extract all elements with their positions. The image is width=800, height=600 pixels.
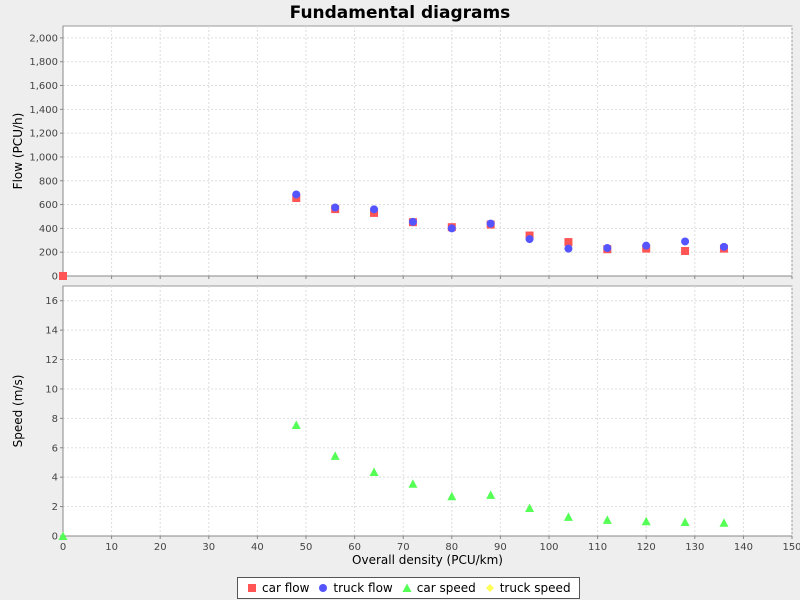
truck-flow-point <box>370 205 379 214</box>
truck-flow-point <box>719 242 728 251</box>
y-tick-label: 1,200 <box>29 129 58 140</box>
legend-label: car flow <box>262 581 310 595</box>
x-tick-label: 40 <box>251 542 264 553</box>
truck-flow-point <box>447 224 456 233</box>
y-tick-label: 10 <box>45 384 58 395</box>
legend-marker-diamond <box>485 584 494 592</box>
x-tick-label: 10 <box>105 542 118 553</box>
y-tick-label: 0 <box>52 272 58 283</box>
legend-marker-triangle <box>402 583 412 592</box>
truck-flow-point <box>486 219 495 228</box>
y-tick-label: 1,600 <box>29 81 58 92</box>
x-axis-label: Overall density (PCU/km) <box>352 553 503 567</box>
y-tick-label: 6 <box>52 443 58 454</box>
x-tick-label: 110 <box>588 542 607 553</box>
y-tick-label: 600 <box>39 200 58 211</box>
y-tick-label: 0 <box>52 532 58 543</box>
legend-item-truck-speed: truck speed <box>484 581 571 595</box>
car-speed-point <box>291 420 301 429</box>
x-tick-label: 30 <box>202 542 215 553</box>
y-tick-label: 800 <box>39 176 58 187</box>
x-tick-label: 100 <box>539 542 558 553</box>
y-axis-label: Speed (m/s) <box>11 375 25 448</box>
car-speed-point <box>641 516 651 526</box>
car-speed-point <box>447 491 457 501</box>
car-speed-point <box>563 512 573 521</box>
y-tick-label: 16 <box>45 296 58 307</box>
x-tick-label: 0 <box>60 542 66 553</box>
x-tick-label: 60 <box>348 542 361 553</box>
truck-flow-point <box>681 237 690 246</box>
car-speed-point <box>408 479 418 488</box>
y-tick-label: 400 <box>39 224 58 235</box>
car-flow-point <box>59 272 67 280</box>
truck-flow-point <box>603 244 612 253</box>
x-tick-label: 140 <box>734 542 753 553</box>
truck-flow-point <box>564 244 573 253</box>
x-tick-label: 80 <box>445 542 458 553</box>
truck-flow-point <box>408 217 417 226</box>
truck-flow-point <box>525 235 534 244</box>
legend-marker-square <box>248 584 256 592</box>
y-tick-label: 14 <box>45 326 58 337</box>
car-flow-point <box>564 238 573 247</box>
car-speed-point <box>369 467 379 477</box>
y-tick-label: 12 <box>45 355 58 366</box>
truck-flow-point <box>331 203 340 212</box>
car-speed-point <box>602 515 612 524</box>
car-speed-point <box>330 451 340 460</box>
legend-marker-circle <box>319 584 328 592</box>
y-tick-label: 2,000 <box>29 33 58 44</box>
car-speed-point <box>525 503 535 513</box>
y-tick-label: 2 <box>52 502 58 513</box>
y-tick-label: 1,000 <box>29 152 58 163</box>
x-tick-label: 120 <box>637 542 656 553</box>
car-speed-point <box>680 517 690 527</box>
legend-item-truck-flow: truck flow <box>317 581 393 595</box>
car-speed-point <box>486 490 496 499</box>
x-tick-label: 20 <box>154 542 167 553</box>
x-tick-label: 70 <box>397 542 410 553</box>
y-tick-label: 200 <box>39 248 58 259</box>
x-tick-label: 150 <box>782 542 800 553</box>
truck-flow-point <box>642 241 651 250</box>
y-tick-label: 8 <box>52 414 58 425</box>
legend: car flow truck flow car speed truck speed <box>237 577 580 599</box>
legend-item-car-flow: car flow <box>246 581 309 595</box>
x-tick-label: 90 <box>494 542 507 553</box>
y-tick-label: 1,400 <box>29 105 58 116</box>
y-tick-label: 1,800 <box>29 57 58 68</box>
y-tick-label: 4 <box>52 473 58 484</box>
legend-label: car speed <box>416 581 476 595</box>
legend-item-car-speed: car speed <box>401 581 476 595</box>
car-speed-point <box>719 518 729 527</box>
x-tick-label: 50 <box>300 542 313 553</box>
plot-area-2 <box>62 285 793 537</box>
car-flow-point <box>681 247 690 255</box>
truck-flow-point <box>292 190 301 199</box>
car-speed-point <box>58 531 68 540</box>
legend-label: truck speed <box>499 581 571 595</box>
chart-title: Fundamental diagrams <box>289 3 511 23</box>
y-axis-label: Flow (PCU/h) <box>11 113 25 190</box>
x-tick-label: 130 <box>685 542 704 553</box>
legend-label: truck flow <box>333 581 393 595</box>
